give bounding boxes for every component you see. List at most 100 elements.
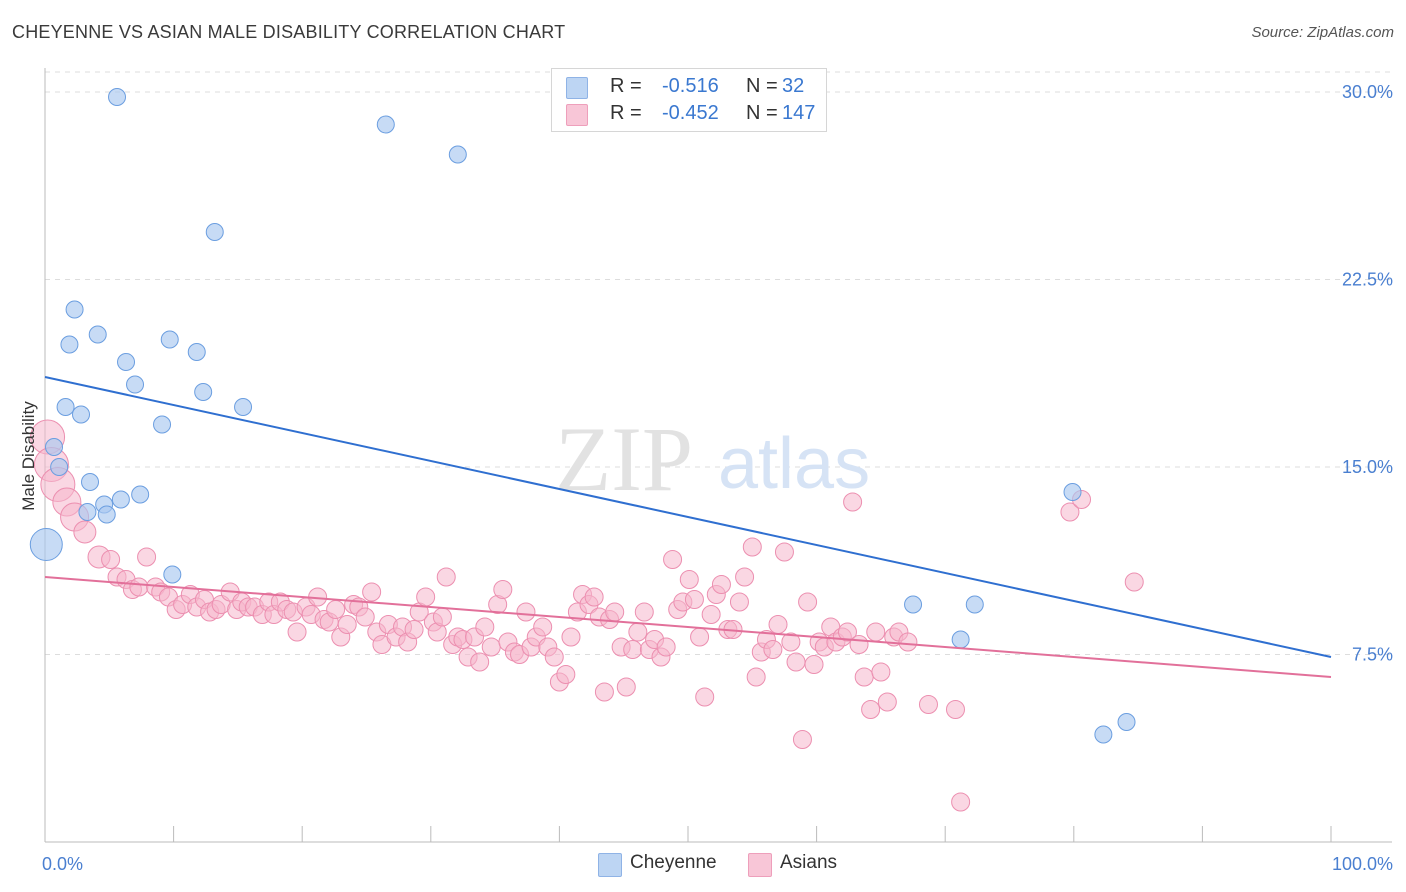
cheyenne-point (205, 223, 224, 241)
correlation-legend: R = -0.516 N = 32 R = -0.452 N = 147 (551, 68, 827, 132)
cheyenne-point (81, 473, 100, 491)
cheyenne-point (1117, 713, 1136, 731)
asians-point (594, 682, 614, 702)
cheyenne-trend-line (44, 376, 1332, 658)
asians-point (1124, 572, 1144, 592)
cheyenne-point (60, 335, 79, 354)
asians-point (711, 575, 731, 594)
watermark: ZIP atlas (555, 408, 870, 510)
asians-point (735, 567, 755, 587)
y-tick-label: 22.5% (1342, 270, 1393, 290)
legend-n-label: N = (746, 75, 778, 97)
asians-point (918, 695, 938, 714)
asians-point (101, 550, 121, 569)
cheyenne-point (163, 565, 182, 584)
asians-point (137, 547, 157, 567)
asians-point (326, 600, 346, 619)
legend-r-label: R = (610, 102, 642, 124)
asians-point (544, 647, 564, 667)
asians-trend-line (44, 576, 1332, 678)
cheyenne-point (108, 88, 127, 106)
asians-point (804, 655, 824, 674)
asians-point (798, 592, 818, 612)
asians-point (871, 662, 891, 682)
cheyenne-point (234, 398, 253, 416)
cheyenne-point (97, 505, 116, 524)
cheyenne-point (904, 595, 923, 614)
asians-point (866, 622, 886, 642)
asians-point (616, 677, 636, 697)
asians-point (432, 607, 452, 627)
cheyenne-point (72, 405, 91, 424)
asians-point (481, 637, 501, 657)
cheyenne-point (965, 595, 984, 614)
legend-r-value: -0.452 (662, 102, 719, 124)
asians-point (623, 640, 643, 659)
cheyenne-point (78, 503, 97, 521)
asians-point (837, 622, 857, 642)
cheyenne-point (45, 438, 64, 456)
asians-point (768, 615, 788, 634)
watermark-zip: ZIP (555, 408, 693, 510)
cheyenne-point (187, 343, 206, 361)
y-axis-title: Male Disability (19, 401, 38, 511)
asians-point (129, 577, 149, 597)
asians-swatch (566, 104, 588, 126)
source-label: Source: ZipAtlas.com (1251, 24, 1394, 41)
cheyenne-point (29, 528, 63, 561)
asians-point (605, 602, 625, 622)
asians-point (436, 567, 456, 587)
asians-point (729, 592, 749, 612)
legend-n-value: 32 (782, 75, 805, 97)
y-tick-label: 7.5% (1352, 645, 1393, 665)
asians-point (843, 492, 863, 512)
watermark-atlas: atlas (718, 424, 870, 504)
asians-point (679, 570, 699, 589)
asians-point (362, 582, 382, 602)
cheyenne-point (376, 115, 395, 134)
cheyenne-point (88, 325, 107, 344)
cheyenne-point (56, 398, 75, 416)
asians-point (951, 792, 971, 812)
asians-point (742, 537, 762, 557)
legend-n-label: N = (746, 102, 778, 124)
y-tick-label: 30.0% (1342, 82, 1393, 102)
legend-n-value: 147 (782, 102, 816, 124)
cheyenne-point (160, 330, 179, 349)
y-tick-label: 15.0% (1342, 457, 1393, 477)
asians-point (73, 520, 97, 544)
asians-point (695, 687, 715, 707)
asians-point (556, 665, 576, 684)
asians-point (470, 652, 490, 672)
legend-label-asians: Asians (780, 852, 838, 873)
asians-point (945, 700, 965, 719)
cheyenne-series (29, 88, 1136, 744)
asians-point (786, 652, 806, 672)
cheyenne-point (448, 145, 467, 164)
asians-point (475, 617, 495, 637)
cheyenne-point (131, 485, 150, 504)
asians-point (656, 637, 676, 657)
asians-point (861, 700, 881, 719)
legend-r-value: -0.516 (662, 75, 719, 97)
cheyenne-point (1063, 483, 1082, 501)
cheyenne-swatch (566, 77, 588, 99)
asians-point (877, 692, 897, 712)
cheyenne-point (194, 383, 213, 401)
asians-point (684, 590, 704, 609)
grid-lines (45, 71, 1392, 655)
asians-point (690, 627, 710, 647)
chart-title: CHEYENNE VS ASIAN MALE DISABILITY CORREL… (12, 22, 566, 42)
asians-point (416, 587, 436, 607)
asians-point (763, 640, 783, 659)
asians-point (561, 627, 581, 647)
legend-label-cheyenne: Cheyenne (630, 852, 717, 873)
asians-point (792, 730, 812, 749)
asians-point (634, 602, 654, 622)
legend-r-label: R = (610, 75, 642, 97)
asians-point (584, 587, 604, 607)
asians-point (355, 607, 375, 627)
cheyenne-point (111, 490, 130, 509)
asians-point (493, 580, 513, 599)
